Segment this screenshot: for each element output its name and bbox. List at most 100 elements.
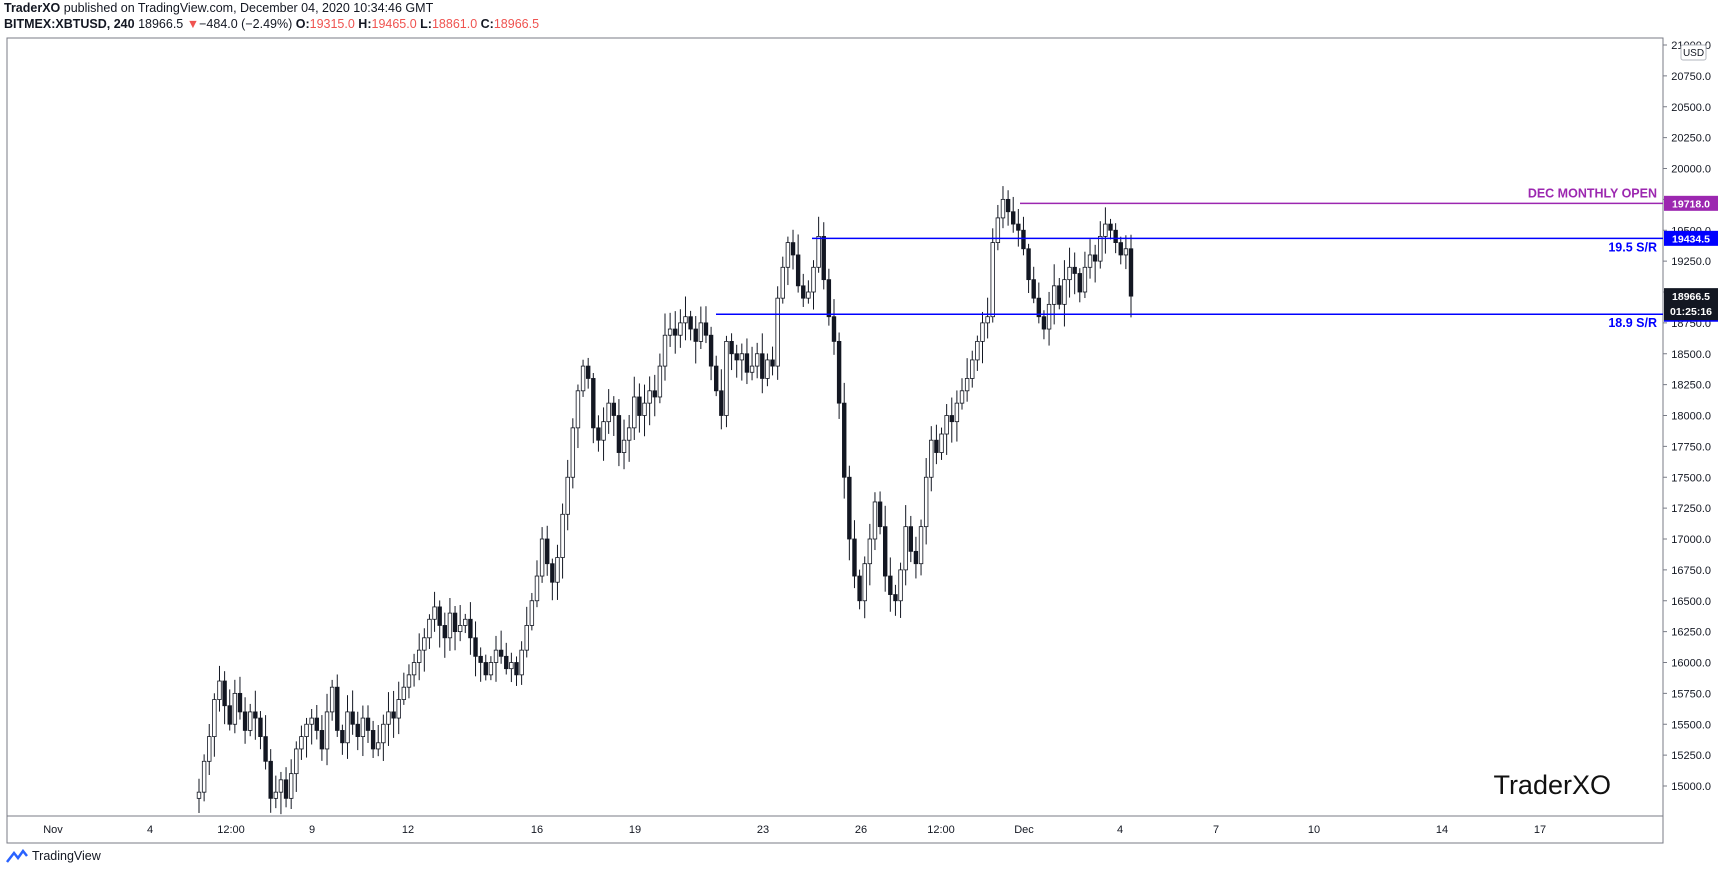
candle-body <box>314 717 319 731</box>
candle <box>714 355 719 397</box>
candle <box>411 653 417 687</box>
candle-body <box>775 297 780 367</box>
candle-body <box>678 322 683 336</box>
candle-body <box>1011 211 1016 225</box>
candle <box>847 465 852 561</box>
candle-body <box>504 655 509 670</box>
y-tick-label: 20000.0 <box>1671 164 1711 176</box>
candle-body <box>575 390 581 429</box>
candle <box>995 204 1001 251</box>
candle <box>498 630 504 664</box>
candle <box>949 397 954 443</box>
candle <box>263 715 268 770</box>
candle <box>376 724 381 757</box>
candle-body <box>632 396 637 429</box>
candle <box>934 424 939 465</box>
level-price-label: 19718.0 <box>1672 198 1710 210</box>
candle <box>335 674 340 737</box>
candle-body <box>1128 248 1134 297</box>
candle <box>381 714 386 761</box>
author-name[interactable]: TraderXO <box>4 1 61 15</box>
candle-body <box>560 513 565 558</box>
candle <box>1016 208 1021 247</box>
candle <box>1026 243 1031 294</box>
candle-body <box>1123 248 1129 256</box>
candle-body <box>350 711 355 725</box>
candle-body <box>529 600 535 626</box>
candle-body <box>437 606 442 626</box>
candle-body <box>1021 229 1026 250</box>
candle-body <box>714 365 719 392</box>
candle <box>703 306 709 344</box>
candle <box>964 358 970 402</box>
candle-body <box>621 439 627 453</box>
last-price-label: 18966.5 <box>1672 291 1710 303</box>
candle <box>406 664 412 699</box>
candle <box>857 569 862 610</box>
candle-body <box>427 618 432 639</box>
open-label: O: <box>295 17 310 31</box>
candle <box>831 299 837 355</box>
candle <box>867 523 873 586</box>
candle <box>304 717 309 758</box>
candle <box>422 628 427 672</box>
candle-body <box>196 791 202 799</box>
tradingview-footer[interactable]: TradingView <box>6 849 101 863</box>
candle-body <box>591 378 596 429</box>
close-value: 18966.5 <box>493 17 540 31</box>
candle-body <box>534 575 540 602</box>
candle <box>1128 234 1134 318</box>
candle <box>447 598 453 651</box>
candle-body <box>401 686 407 700</box>
candle <box>596 415 601 452</box>
candle-body <box>995 217 1001 243</box>
candle <box>299 725 304 760</box>
candle <box>350 690 355 735</box>
candle-body <box>877 501 883 528</box>
candle-body <box>304 723 309 738</box>
candle <box>1072 252 1077 295</box>
candle-body <box>1118 242 1123 256</box>
candle-body <box>391 711 396 719</box>
candle <box>534 560 540 608</box>
y-tick-label: 17000.0 <box>1671 534 1711 546</box>
candle-body <box>273 791 279 799</box>
candle-body <box>831 316 837 342</box>
currency-badge[interactable] <box>1680 44 1707 61</box>
candle-body <box>580 365 586 392</box>
candle-body <box>242 711 248 731</box>
tradingview-logo-icon <box>6 849 28 863</box>
candle <box>314 704 319 740</box>
candle <box>1087 239 1093 279</box>
candle <box>944 404 949 455</box>
candle <box>749 346 755 381</box>
candle-body <box>539 538 545 577</box>
candle <box>765 353 770 387</box>
candle-body <box>288 773 294 799</box>
candle-body <box>1072 266 1077 274</box>
x-tick-label: Dec <box>1014 824 1034 836</box>
candle <box>345 695 350 759</box>
y-tick-label: 16500.0 <box>1671 596 1711 608</box>
currency-label: USD <box>1683 48 1704 59</box>
candle-body <box>760 353 765 379</box>
countdown-label: 01:25:16 <box>1670 306 1712 318</box>
candle <box>637 383 642 433</box>
y-tick-label: 17750.0 <box>1671 441 1711 453</box>
candle-body <box>688 316 693 330</box>
y-tick-label: 18000.0 <box>1671 411 1711 423</box>
candle-body <box>611 402 616 416</box>
candle <box>514 656 519 686</box>
candle <box>591 372 596 444</box>
candle <box>862 556 867 619</box>
candle-body <box>852 538 857 577</box>
candle-body <box>278 779 284 793</box>
candle-body <box>340 730 345 744</box>
candle-body <box>283 779 289 799</box>
candle <box>1057 277 1062 310</box>
candle <box>606 389 611 434</box>
symbol-label[interactable]: BITMEX:XBTUSD, 240 <box>4 17 135 31</box>
candle-body <box>734 353 739 361</box>
